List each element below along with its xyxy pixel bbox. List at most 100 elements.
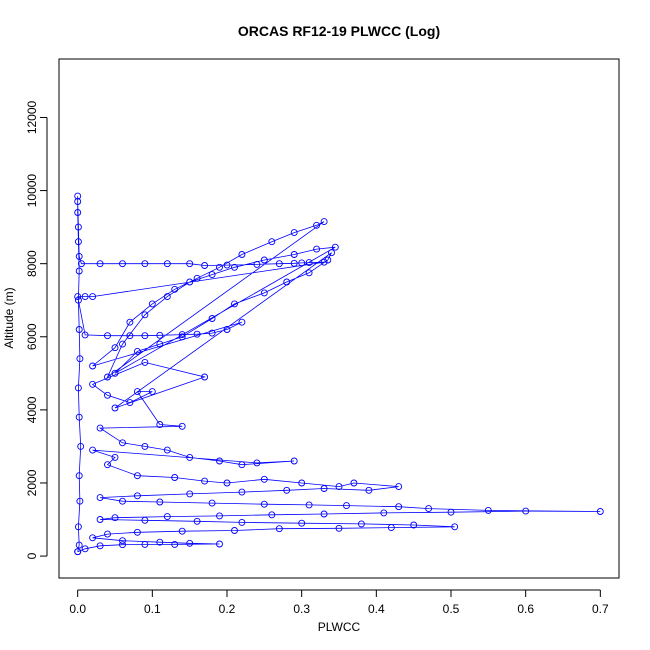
data-point [178, 333, 186, 341]
data-point [141, 540, 149, 548]
data-point [141, 442, 149, 450]
data-point [283, 486, 291, 494]
data-point [451, 523, 459, 531]
data-point [156, 331, 164, 339]
y-tick-label: 6000 [25, 323, 39, 350]
data-point [96, 542, 104, 550]
data-point [193, 274, 201, 282]
data-point [298, 479, 306, 487]
data-point [111, 369, 119, 377]
data-point [186, 453, 194, 461]
data-point [201, 373, 209, 381]
data-point [208, 499, 216, 507]
data-point [387, 524, 395, 532]
data-point [320, 510, 328, 518]
data-point [74, 523, 82, 531]
data-point [298, 259, 306, 267]
data-point [111, 453, 119, 461]
data-point [74, 238, 82, 246]
data-point [75, 541, 83, 549]
data-point [119, 537, 126, 545]
data-point [81, 331, 89, 339]
data-point [343, 502, 350, 510]
data-point [357, 520, 365, 528]
x-tick-label: 0.3 [293, 602, 310, 616]
data-point [178, 527, 186, 535]
data-point [133, 472, 141, 480]
data-point [104, 530, 111, 538]
data-point [223, 479, 231, 487]
data-point [89, 446, 97, 454]
data-point [171, 540, 179, 548]
data-point [178, 331, 186, 339]
data-point [119, 340, 126, 348]
data-point [253, 260, 261, 268]
y-axis-label: Altitude (m) [2, 287, 16, 348]
data-point [74, 198, 82, 205]
x-axis: 0.0 0.1 0.2 0.3 0.4 0.5 0.6 0.7 [69, 589, 609, 616]
data-point [208, 271, 216, 279]
data-point [290, 457, 298, 465]
data-point [193, 517, 201, 525]
data-point [163, 446, 171, 454]
x-tick-label: 0.6 [517, 602, 534, 616]
data-point [148, 388, 156, 396]
data-point [156, 340, 164, 348]
data-point [290, 229, 298, 237]
data-point [141, 311, 149, 319]
data-point [111, 404, 119, 412]
data-point [350, 479, 358, 487]
data-point [81, 293, 89, 301]
data-point [320, 258, 328, 266]
data-point [298, 519, 306, 527]
x-tick-label: 0.1 [144, 602, 161, 616]
data-point [365, 486, 373, 494]
data-point [208, 329, 216, 337]
data-point [290, 259, 298, 267]
data-point [133, 388, 141, 396]
data-point [484, 506, 492, 514]
data-point [156, 498, 164, 506]
data-point [119, 260, 126, 268]
y-tick-label: 8000 [25, 250, 39, 277]
data-point [231, 527, 238, 534]
data-point [275, 260, 283, 268]
data-point [104, 461, 111, 469]
data-point [238, 318, 246, 326]
x-tick-label: 0.5 [443, 602, 460, 616]
data-point [156, 421, 164, 428]
series-line [77, 196, 601, 553]
data-point [410, 521, 418, 529]
data-point [74, 293, 82, 301]
data-point [395, 483, 403, 491]
data-point [186, 260, 194, 268]
data-point [260, 500, 268, 508]
data-point [76, 497, 84, 505]
data-point [305, 269, 313, 277]
data-point [395, 503, 403, 511]
data-point [178, 422, 186, 430]
data-point [201, 477, 209, 485]
data-point [74, 384, 82, 392]
data-point [305, 501, 313, 509]
data-point [141, 516, 149, 524]
data-point [77, 442, 85, 450]
data-point [380, 509, 388, 517]
data-point [320, 485, 328, 492]
data-point [193, 330, 201, 338]
data-point [76, 355, 84, 363]
data-point [96, 260, 104, 268]
data-point [75, 413, 83, 421]
x-tick-label: 0.0 [69, 602, 86, 616]
data-point [283, 278, 291, 286]
data-point [96, 424, 104, 432]
data-point [216, 457, 223, 465]
data-point [335, 483, 343, 491]
data-point [141, 332, 149, 340]
data-point [260, 256, 268, 264]
data-point [290, 251, 298, 258]
data-point [89, 362, 97, 370]
data-point [223, 261, 231, 269]
data-point [171, 285, 179, 293]
